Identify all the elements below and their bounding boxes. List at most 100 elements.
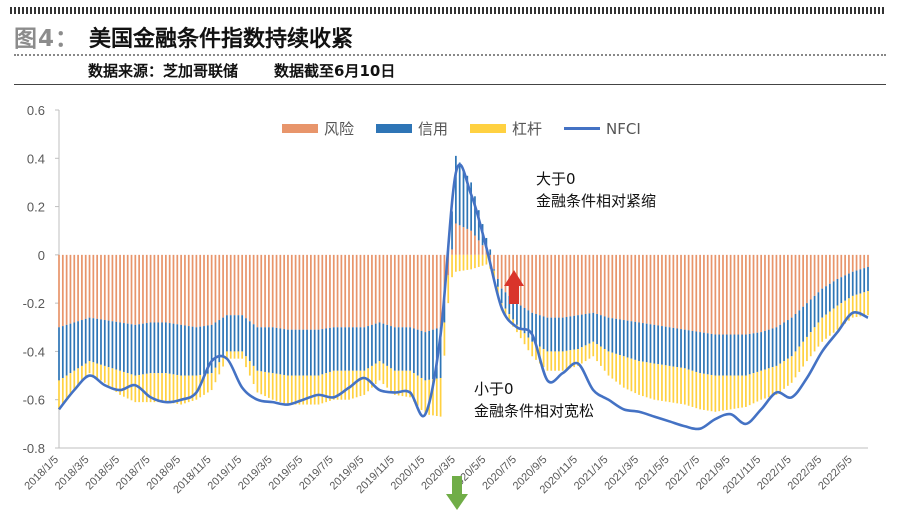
- bar-segment-risk: [413, 254, 415, 329]
- bar-segment-leverage: [504, 308, 507, 316]
- bar-segment-risk: [550, 254, 553, 318]
- bar-segment-credit: [416, 329, 419, 376]
- bar-segment-leverage: [153, 373, 156, 403]
- bar-segment-risk: [790, 254, 793, 318]
- bar-segment-credit: [760, 332, 763, 371]
- bar-segment-credit: [130, 324, 133, 375]
- bar-segment-credit: [176, 324, 179, 375]
- bar-segment-credit: [764, 330, 766, 370]
- bar-segment-risk: [619, 254, 621, 320]
- bar-segment-risk: [779, 254, 782, 325]
- bar-segment-credit: [844, 275, 846, 301]
- bar-segment-risk: [798, 254, 801, 311]
- bar-segment-credit: [836, 279, 839, 306]
- bar-segment-leverage: [481, 254, 484, 266]
- bar-segment-credit: [256, 327, 259, 371]
- bar-segment-leverage: [287, 375, 289, 405]
- bar-segment-leverage: [88, 361, 91, 374]
- bar-segment-leverage: [260, 371, 263, 395]
- nfci-chart: 0.60.40.20-0.2-0.4-0.6-0.82018/1/52018/3…: [22, 103, 869, 510]
- bar-segment-risk: [164, 254, 167, 323]
- bar-segment-credit: [451, 211, 453, 250]
- bar-segment-risk: [661, 254, 663, 327]
- bar-segment-risk: [283, 254, 286, 330]
- legend-label-leverage: 杠杆: [512, 120, 543, 138]
- bar-segment-risk: [58, 254, 60, 328]
- bar-segment-leverage: [432, 379, 434, 416]
- bar-segment-credit: [237, 315, 240, 352]
- bar-segment-risk: [554, 254, 556, 318]
- bar-segment-risk: [443, 254, 446, 302]
- bar-segment-leverage: [813, 327, 816, 352]
- bar-segment-credit: [653, 324, 656, 364]
- bar-segment-leverage: [642, 361, 644, 397]
- bar-segment-leverage: [168, 373, 171, 403]
- bar-segment-credit: [565, 317, 568, 351]
- bar-segment-leverage: [722, 375, 724, 411]
- bar-segment-risk: [649, 254, 652, 325]
- bar-segment-leverage: [111, 368, 114, 389]
- bar-segment-risk: [821, 254, 824, 289]
- bar-segment-leverage: [821, 317, 824, 342]
- legend-item-nfci: NFCI: [564, 118, 641, 139]
- bar-segment-leverage: [867, 291, 869, 316]
- bar-segment-risk: [172, 254, 175, 324]
- bar-segment-leverage: [206, 373, 209, 393]
- bar-segment-leverage: [565, 350, 568, 370]
- nfci-line: [57, 163, 869, 431]
- bar-segment-credit: [157, 322, 160, 374]
- bar-segment-credit: [600, 315, 602, 347]
- bar-segment-credit: [332, 327, 335, 371]
- bar-segment-risk: [88, 254, 91, 318]
- bar-segment-leverage: [840, 303, 843, 327]
- bar-segment-risk: [737, 254, 740, 335]
- bar-segment-risk: [386, 254, 389, 325]
- bar-segment-credit: [825, 286, 827, 315]
- bar-segment-leverage: [290, 375, 293, 405]
- bar-segment-risk: [642, 254, 644, 324]
- bar-segment-credit: [111, 321, 114, 369]
- annotation-loosening-line2: 金融条件相对宽松: [474, 402, 595, 420]
- bar-segment-risk: [157, 254, 160, 323]
- bar-segment-leverage: [119, 370, 121, 395]
- bar-segment-leverage: [187, 375, 190, 403]
- bar-segment-credit: [222, 317, 224, 357]
- y-tick-label: 0.4: [27, 151, 45, 166]
- bar-segment-leverage: [725, 375, 728, 410]
- bar-segment-leverage: [310, 375, 312, 405]
- bar-segment-leverage: [210, 373, 213, 391]
- bar-segment-credit: [210, 324, 213, 374]
- bar-segment-risk: [355, 254, 358, 328]
- bar-segment-risk: [233, 254, 236, 316]
- bar-segment-credit: [706, 333, 709, 375]
- bar-segment-risk: [199, 254, 202, 327]
- bar-segment-risk: [668, 254, 671, 328]
- bar-segment-risk: [832, 254, 835, 282]
- bar-segment-risk: [813, 254, 816, 296]
- bar-segment-credit: [588, 313, 591, 344]
- bar-segment-leverage: [859, 293, 862, 317]
- y-tick-label: -0.6: [23, 393, 45, 408]
- bar-segment-risk: [439, 254, 442, 328]
- bar-segment-credit: [115, 321, 118, 370]
- bar-segment-credit: [142, 323, 144, 375]
- bar-segment-credit: [69, 323, 72, 374]
- bar-segment-risk: [817, 254, 820, 293]
- bar-segment-credit: [455, 155, 457, 224]
- bar-segment-leverage: [733, 375, 736, 409]
- bar-segment-risk: [836, 254, 839, 279]
- bar-segment-risk: [699, 254, 701, 333]
- bar-segment-leverage: [657, 364, 659, 401]
- bar-segment-leverage: [393, 370, 396, 395]
- bar-segment-risk: [767, 254, 770, 330]
- bar-segment-leverage: [81, 365, 83, 382]
- bar-segment-leverage: [390, 368, 392, 392]
- y-tick-label: -0.8: [23, 441, 45, 456]
- bar-segment-risk: [855, 254, 858, 271]
- bar-segment-risk: [145, 254, 148, 324]
- bar-segment-risk: [683, 254, 686, 330]
- bar-segment-risk: [73, 254, 76, 323]
- bar-segment-credit: [550, 317, 553, 352]
- title-divider: [14, 54, 886, 56]
- bar-segment-leverage: [687, 369, 690, 406]
